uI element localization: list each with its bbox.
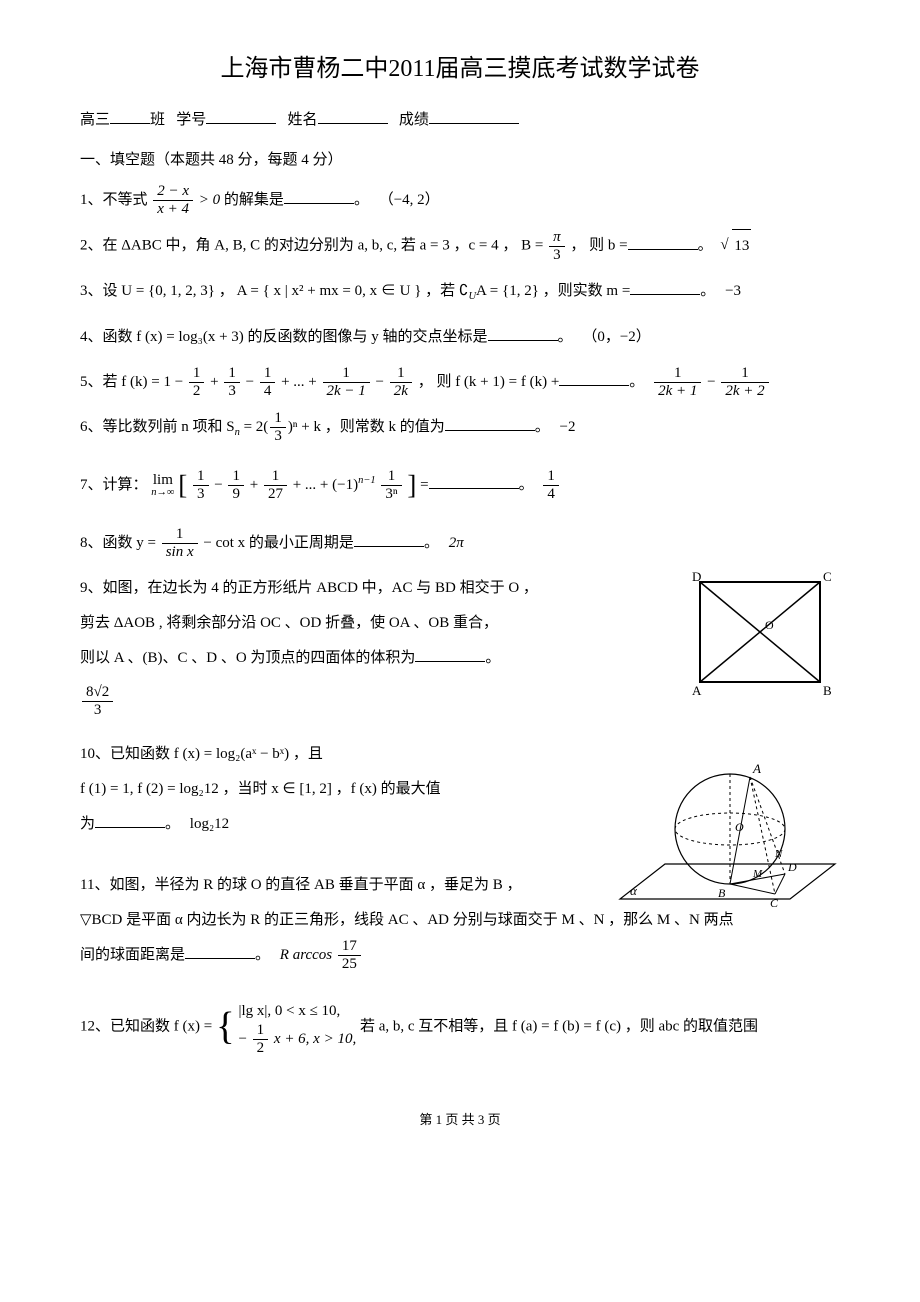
q4-answer: （0，−2） <box>582 329 650 345</box>
label-D: D <box>692 569 701 584</box>
id-blank[interactable] <box>206 109 276 124</box>
q9-figure: D C A B O <box>680 567 840 707</box>
page-footer: 第 1 页 共 3 页 <box>80 1110 840 1131</box>
q3-text: 3、设 U = {0, 1, 2, 3} ， A = { x | x² + mx… <box>80 283 468 299</box>
header-line: 高三 班 学号 姓名 成绩 <box>80 108 840 132</box>
q11-figure: O A B C D M N α <box>610 749 840 929</box>
svg-text:C: C <box>770 896 779 910</box>
svg-text:N: N <box>774 848 783 860</box>
q2-blank[interactable] <box>628 235 698 250</box>
q9-blank[interactable] <box>415 647 485 662</box>
q2-prefix: 2、在 ΔABC 中，角 A, B, C 的对边分别为 a, b, c, 若 a… <box>80 238 543 254</box>
label-A: A <box>692 683 702 698</box>
q2-mid: ， 则 b = <box>570 238 627 254</box>
svg-text:A: A <box>752 761 761 776</box>
q4-text: 4、函数 f (x) = log₃(x + 3) 的反函数的图像与 y 轴的交点… <box>80 329 488 345</box>
q1-blank[interactable] <box>284 189 354 204</box>
q6-text: 6、等比数列前 n 项和 S <box>80 419 235 435</box>
class-blank[interactable] <box>110 109 150 124</box>
q9-answer: 8√2 3 <box>82 685 113 718</box>
q7-answer: 14 <box>543 469 559 502</box>
q12-text2: 若 a, b, c 互不相等，且 f (a) = f (b) = f (c) ，… <box>360 1019 758 1035</box>
section-title: 一、填空题（本题共 48 分，每题 4 分） <box>80 148 840 172</box>
q12-case1: |lg x|, 0 < x ≤ 10, <box>238 999 356 1023</box>
q4-blank[interactable] <box>488 326 558 341</box>
q1-suffix: 的解集是 <box>224 192 284 208</box>
question-3: 3、设 U = {0, 1, 2, 3} ， A = { x | x² + mx… <box>80 275 840 308</box>
label-C: C <box>823 569 832 584</box>
question-7: 7、计算： lim n→∞ [ 13 − 19 + 127 + ... + (−… <box>80 456 840 515</box>
class-prefix: 高三 <box>80 112 110 128</box>
question-11: O A B C D M N α 11、如图，半径为 R 的球 O 的直径 AB … <box>80 869 840 972</box>
q7-blank[interactable] <box>429 474 519 489</box>
score-blank[interactable] <box>429 109 519 124</box>
score-label: 成绩 <box>399 112 429 128</box>
page-title: 上海市曹杨二中2011届高三摸底考试数学试卷 <box>80 50 840 88</box>
q10-blank[interactable] <box>95 813 165 828</box>
q8-answer: 2π <box>449 535 464 551</box>
q11-line3: 间的球面距离是 <box>80 947 185 963</box>
q5-text: 5、若 f (k) = 1 − <box>80 374 183 390</box>
q3-blank[interactable] <box>630 280 700 295</box>
name-label: 姓名 <box>288 112 318 128</box>
q6-blank[interactable] <box>445 416 535 431</box>
svg-text:M: M <box>752 868 763 880</box>
label-B: B <box>823 683 832 698</box>
q11-ans-prefix: R arccos <box>280 947 332 963</box>
label-O: O <box>765 618 774 632</box>
id-label: 学号 <box>176 112 206 128</box>
q10-answer: log₂12 <box>190 816 229 832</box>
q1-answer: （−4, 2） <box>379 192 440 208</box>
q11-blank[interactable] <box>185 944 255 959</box>
q2-frac: π 3 <box>549 230 565 263</box>
question-9: D C A B O 9、如图，在边长为 4 的正方形纸片 ABCD 中，AC 与… <box>80 572 840 718</box>
q6-answer: −2 <box>560 419 576 435</box>
q3-answer: −3 <box>725 283 741 299</box>
q1-frac: 2 − x x + 4 <box>153 184 193 217</box>
question-2: 2、在 ΔABC 中，角 A, B, C 的对边分别为 a, b, c, 若 a… <box>80 229 840 263</box>
class-suffix: 班 <box>150 112 165 128</box>
question-8: 8、函数 y = 1sin x − cot x 的最小正周期是。 2π <box>80 527 840 560</box>
q12-text: 12、已知函数 f (x) = <box>80 1019 212 1035</box>
q8-text: 8、函数 y = <box>80 535 156 551</box>
svg-text:D: D <box>787 860 797 874</box>
q2-answer: 13 <box>722 229 751 263</box>
q7-prefix: 7、计算： <box>80 477 148 493</box>
svg-text:α: α <box>630 883 638 898</box>
q10-line3: 为 <box>80 816 95 832</box>
q5-blank[interactable] <box>559 371 629 386</box>
question-4: 4、函数 f (x) = log₃(x + 3) 的反函数的图像与 y 轴的交点… <box>80 321 840 354</box>
q1-prefix: 1、不等式 <box>80 192 148 208</box>
q8-blank[interactable] <box>354 532 424 547</box>
question-12: 12、已知函数 f (x) = { |lg x|, 0 < x ≤ 10, − … <box>80 984 840 1070</box>
svg-text:B: B <box>718 886 726 900</box>
question-1: 1、不等式 2 − x x + 4 > 0 的解集是。 （−4, 2） <box>80 184 840 217</box>
q1-op: > 0 <box>199 192 220 208</box>
q11-answer: 17 25 <box>338 939 361 972</box>
question-5: 5、若 f (k) = 1 − 12 + 13 − 14 + ... + 12k… <box>80 366 840 399</box>
q3-text2: A = {1, 2} ，则实数 m = <box>476 283 630 299</box>
q9-line3: 则以 A 、(B)、C 、D 、O 为顶点的四面体的体积为 <box>80 650 415 666</box>
name-blank[interactable] <box>318 109 388 124</box>
question-6: 6、等比数列前 n 项和 Sn = 2(13)ⁿ + k ，则常数 k 的值为。… <box>80 411 840 444</box>
